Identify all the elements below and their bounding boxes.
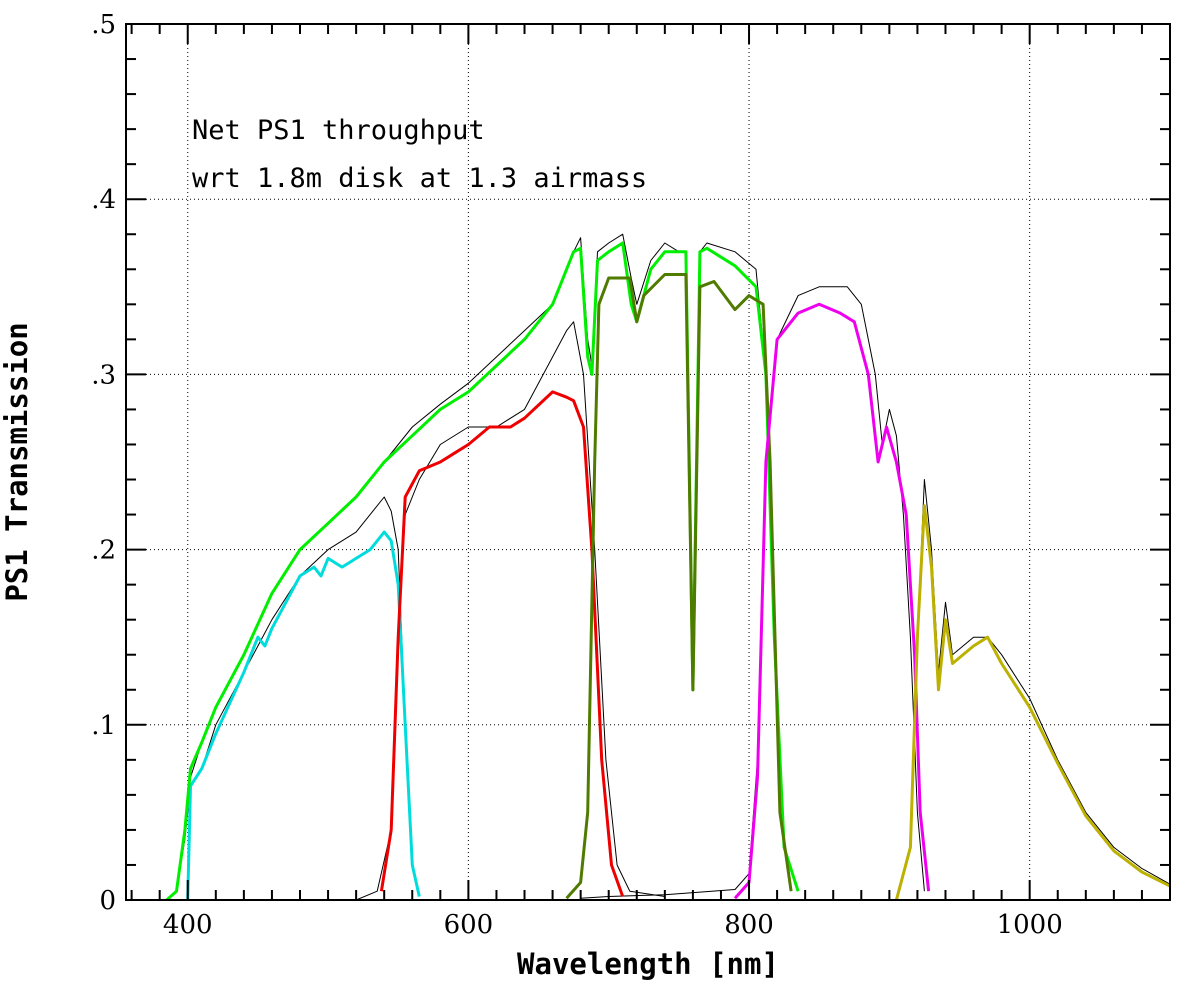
x-axis-title: Wavelength [nm] — [517, 947, 779, 981]
axis-ticks — [126, 23, 1171, 901]
series-line-2 — [355, 321, 665, 900]
annotation-line-1: Net PS1 throughput — [192, 115, 485, 146]
x-tick-label: 600 — [444, 910, 494, 940]
series-line-3 — [580, 286, 925, 899]
x-tick-label: 400 — [163, 910, 213, 940]
x-tick-label: 800 — [724, 910, 774, 940]
x-tick-label: 1000 — [997, 910, 1063, 940]
y-tick-label: .3 — [91, 360, 116, 390]
y-tick-label: .4 — [91, 185, 116, 215]
series-line-5 — [186, 530, 421, 900]
series-layer — [165, 233, 1170, 900]
grid-lines — [126, 24, 1170, 900]
series-line-0 — [166, 233, 799, 900]
series-line-7 — [165, 241, 800, 900]
tick-labels: 400 600 800 1000 0 .1 .2 .3 .4 .5 — [91, 10, 1063, 940]
y-tick-label: .1 — [91, 711, 116, 741]
series-line-10 — [894, 504, 1170, 900]
series-line-1 — [166, 496, 420, 900]
annotation-line-2: wrt 1.8m disk at 1.3 airmass — [192, 163, 647, 194]
y-tick-label: .5 — [91, 10, 116, 40]
y-tick-label: 0 — [99, 886, 116, 916]
y-axis-title: PS1 Transmission — [0, 322, 34, 601]
y-tick-label: .2 — [91, 536, 116, 566]
series-line-8 — [565, 273, 793, 900]
plot-frame — [125, 23, 1171, 901]
series-line-9 — [733, 302, 931, 900]
